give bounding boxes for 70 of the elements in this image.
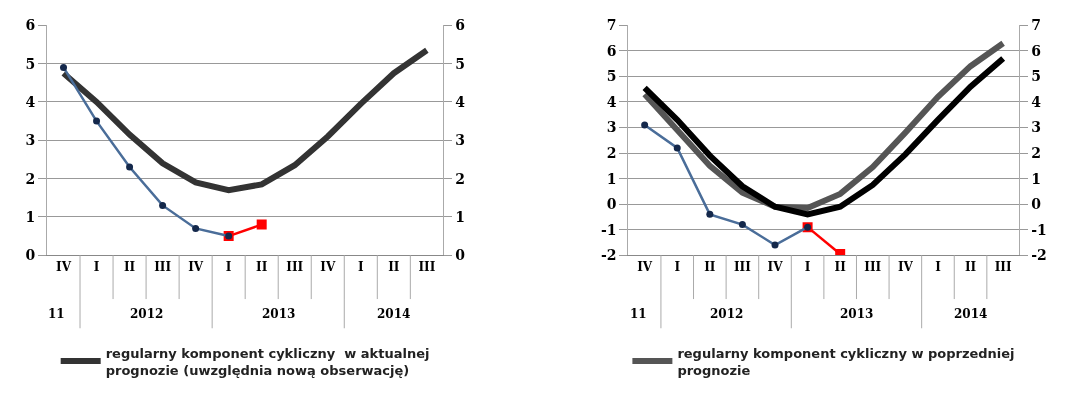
x-tick-label: II [388, 259, 400, 274]
x-tick-label: II [964, 259, 977, 274]
y-tick-label: -1 [600, 221, 617, 238]
y-tick-label: 5 [606, 68, 617, 85]
y-tick-label: 2 [25, 170, 36, 187]
y2-tick-label: 2 [1031, 144, 1041, 161]
y-tick-label: 0 [606, 196, 617, 213]
y2-tick-label: 6 [455, 17, 465, 34]
x-tick-label: III [733, 259, 752, 274]
y2-tick-label: 5 [455, 55, 465, 72]
y-tick-label: 7 [606, 17, 617, 34]
text: 2013 [262, 307, 296, 321]
text: 2014 [954, 307, 988, 321]
legend-label: regularny komponent cykliczny w poprzedniej prognozie [677, 345, 1015, 378]
x-tick-label: I [357, 259, 364, 274]
y2-tick-label: 3 [1031, 119, 1041, 136]
x-tick-label: I [935, 259, 942, 274]
text: 11 [48, 307, 65, 321]
x-tick-label: II [704, 259, 716, 274]
y2-tick-label: 1 [1031, 170, 1041, 187]
text: 11 [630, 307, 647, 321]
y2-tick-label: 5 [1031, 68, 1041, 85]
x-tick-label: III [418, 259, 436, 274]
y-tick-label: 4 [25, 93, 36, 110]
x-tick-label: IV [637, 259, 653, 274]
y-tick-label: 1 [25, 208, 36, 225]
y-tick-label: -2 [600, 247, 617, 264]
y2-tick-label: 3 [455, 132, 465, 149]
y-tick-label: 2 [606, 144, 617, 161]
y2-tick-label: 2 [455, 170, 465, 187]
y2-tick-label: 0 [455, 247, 466, 264]
x-tick-label: IV [897, 259, 914, 274]
x-tick-label: I [674, 259, 681, 274]
point [835, 248, 846, 256]
x-tick-label: III [154, 259, 172, 274]
y2-tick-label: 6 [1031, 42, 1041, 59]
x-tick-label: III [286, 259, 304, 274]
y-tick-label: 1 [606, 170, 617, 187]
x-tick-label: IV [56, 259, 72, 274]
text: 2012 [710, 307, 744, 321]
legend-label: regularny komponent cykliczny w aktualnej prognozie (uwzględnia nową obserwację) [105, 345, 430, 378]
x-tick-label: I [93, 259, 100, 274]
y-tick-label: 3 [25, 132, 36, 149]
x-tick-label: II [256, 259, 268, 274]
y-tick-label: 5 [25, 55, 36, 72]
y-tick-label: 6 [606, 42, 617, 59]
y-tick-label: 3 [606, 119, 617, 136]
x-tick-label: III [864, 259, 882, 274]
y2-tick-label: 1 [455, 208, 465, 225]
text: 2014 [377, 307, 411, 321]
point [256, 219, 267, 230]
x-tick-label: II [834, 259, 847, 274]
x-tick-label: I [804, 259, 811, 274]
y2-tick-label: 4 [455, 93, 466, 110]
y2-tick-label: 7 [1031, 17, 1041, 34]
y-tick-label: 6 [25, 17, 36, 34]
x-tick-label: IV [767, 259, 784, 274]
x-tick-label: II [123, 259, 136, 274]
y-tick-label: 4 [606, 93, 617, 110]
y2-tick-label: -2 [1031, 247, 1047, 264]
text: 2013 [840, 307, 874, 321]
x-tick-label: IV [320, 259, 336, 274]
y2-tick-label: 4 [1031, 93, 1042, 110]
x-tick-label: III [994, 259, 1012, 274]
x-tick-label: IV [188, 259, 204, 274]
y2-tick-label: 0 [1031, 196, 1042, 213]
y-tick-label: 0 [25, 247, 36, 264]
y2-tick-label: -1 [1031, 221, 1047, 238]
text: 2012 [130, 307, 164, 321]
x-tick-label: I [225, 259, 232, 274]
